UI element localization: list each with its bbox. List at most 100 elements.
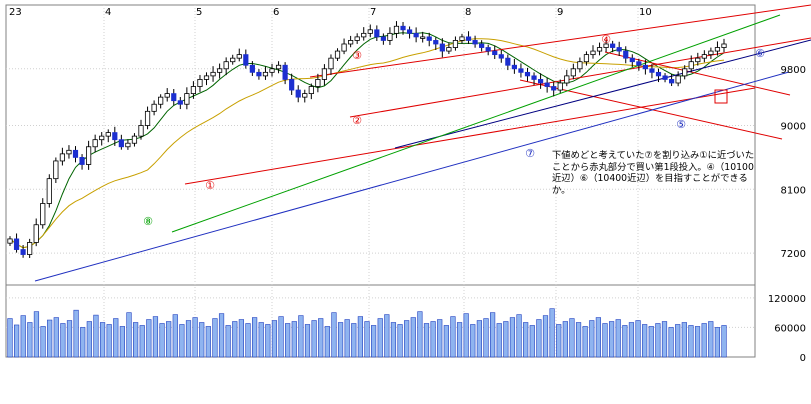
candle-body xyxy=(688,61,694,70)
candle-body xyxy=(184,93,190,105)
candle-body xyxy=(616,47,622,52)
candle-body xyxy=(269,68,275,73)
candle-body xyxy=(20,249,26,255)
volume-bar xyxy=(536,319,542,358)
candle-body xyxy=(557,82,563,91)
moving-average-line xyxy=(9,32,725,249)
volume-bar xyxy=(675,324,681,358)
volume-bar xyxy=(337,322,344,358)
volume-bar xyxy=(523,322,529,358)
volume-bar xyxy=(701,323,707,358)
candle-body xyxy=(86,146,92,165)
candle-body xyxy=(446,47,452,52)
volume-bars xyxy=(7,308,727,358)
volume-bar xyxy=(655,323,661,358)
candle-body xyxy=(138,125,144,137)
volume-bar xyxy=(615,319,621,358)
trend-line xyxy=(394,39,811,149)
candle-body xyxy=(708,50,714,56)
candle-body xyxy=(433,40,439,45)
candle-body xyxy=(610,43,616,48)
candle-body xyxy=(177,100,183,105)
candle-body xyxy=(13,238,20,250)
volume-bar xyxy=(245,323,251,358)
volume-bar xyxy=(463,313,469,358)
candle-body xyxy=(655,71,662,77)
candle-body xyxy=(649,68,655,73)
candle-body xyxy=(118,139,124,148)
volume-bar xyxy=(40,326,46,358)
candle-body xyxy=(230,57,236,63)
volume-bar xyxy=(714,327,720,358)
candle-body xyxy=(190,86,197,95)
volume-bar xyxy=(205,326,211,358)
candle-body xyxy=(472,40,478,45)
volume-bar xyxy=(503,321,509,358)
candle-body xyxy=(72,149,79,158)
volume-bar xyxy=(430,321,436,358)
volume-bar xyxy=(642,324,648,358)
candle-body xyxy=(642,64,648,70)
line-marker-label: ③ xyxy=(352,49,362,62)
volume-bar xyxy=(549,308,555,358)
candle-body xyxy=(511,64,517,70)
volume-bar xyxy=(192,317,198,358)
candle-body xyxy=(492,50,498,56)
candle-body xyxy=(125,142,131,148)
volume-bar xyxy=(27,322,33,358)
candle-body xyxy=(334,50,341,59)
volume-bar xyxy=(331,312,337,358)
volume-bar xyxy=(476,320,482,358)
buy-zone-marker xyxy=(714,89,728,104)
volume-bar xyxy=(390,322,397,358)
candle-body xyxy=(413,32,419,38)
volume-bar xyxy=(152,316,159,358)
volume-bar xyxy=(569,318,575,358)
volume-bar xyxy=(166,321,172,358)
candle-body xyxy=(603,43,609,48)
line-marker-label: ⑤ xyxy=(676,118,686,131)
candlesticks xyxy=(7,21,727,258)
candle-body xyxy=(171,93,177,102)
volume-bar xyxy=(139,325,145,358)
volume-bar xyxy=(496,323,502,358)
candle-body xyxy=(262,71,269,77)
candle-body xyxy=(33,224,39,243)
candle-body xyxy=(315,79,321,87)
price-tick-label: 9800 xyxy=(781,65,806,76)
candle-body xyxy=(367,29,373,34)
price-tick-label: 9000 xyxy=(781,122,806,133)
volume-bar xyxy=(648,326,654,358)
volume-bar xyxy=(668,327,674,358)
candle-body xyxy=(393,25,400,34)
candle-body xyxy=(249,64,255,73)
candle-body xyxy=(406,29,413,34)
volume-bar xyxy=(423,323,430,358)
candle-body xyxy=(701,54,707,59)
volume-bar xyxy=(99,322,106,358)
line-markers: ① ② ③ ④ ⑤ ⑥ ⑦ ⑧ xyxy=(143,33,765,228)
candle-body xyxy=(7,238,13,244)
volume-bar xyxy=(529,325,535,358)
candle-body xyxy=(623,50,629,59)
volume-bar xyxy=(635,320,641,358)
volume-bar xyxy=(278,316,284,358)
price-tick-label: 7200 xyxy=(781,249,806,260)
volume-bar xyxy=(344,319,350,358)
candle-body xyxy=(695,57,701,63)
candle-body xyxy=(452,40,459,48)
trend-line xyxy=(349,37,811,118)
candle-body xyxy=(551,86,557,91)
candle-body xyxy=(354,36,360,41)
candle-body xyxy=(321,68,328,80)
volume-bar xyxy=(53,317,59,358)
volume-bar xyxy=(483,318,489,358)
candle-body xyxy=(112,132,118,141)
volume-bar xyxy=(185,320,192,358)
candle-body xyxy=(387,32,393,41)
candle-body xyxy=(328,57,334,70)
annotation-text: 下値めどと考えていた⑦を割り込み①に近づいたことから赤丸部分で買い第1段投入。④… xyxy=(552,150,755,196)
volume-bar xyxy=(119,326,125,358)
